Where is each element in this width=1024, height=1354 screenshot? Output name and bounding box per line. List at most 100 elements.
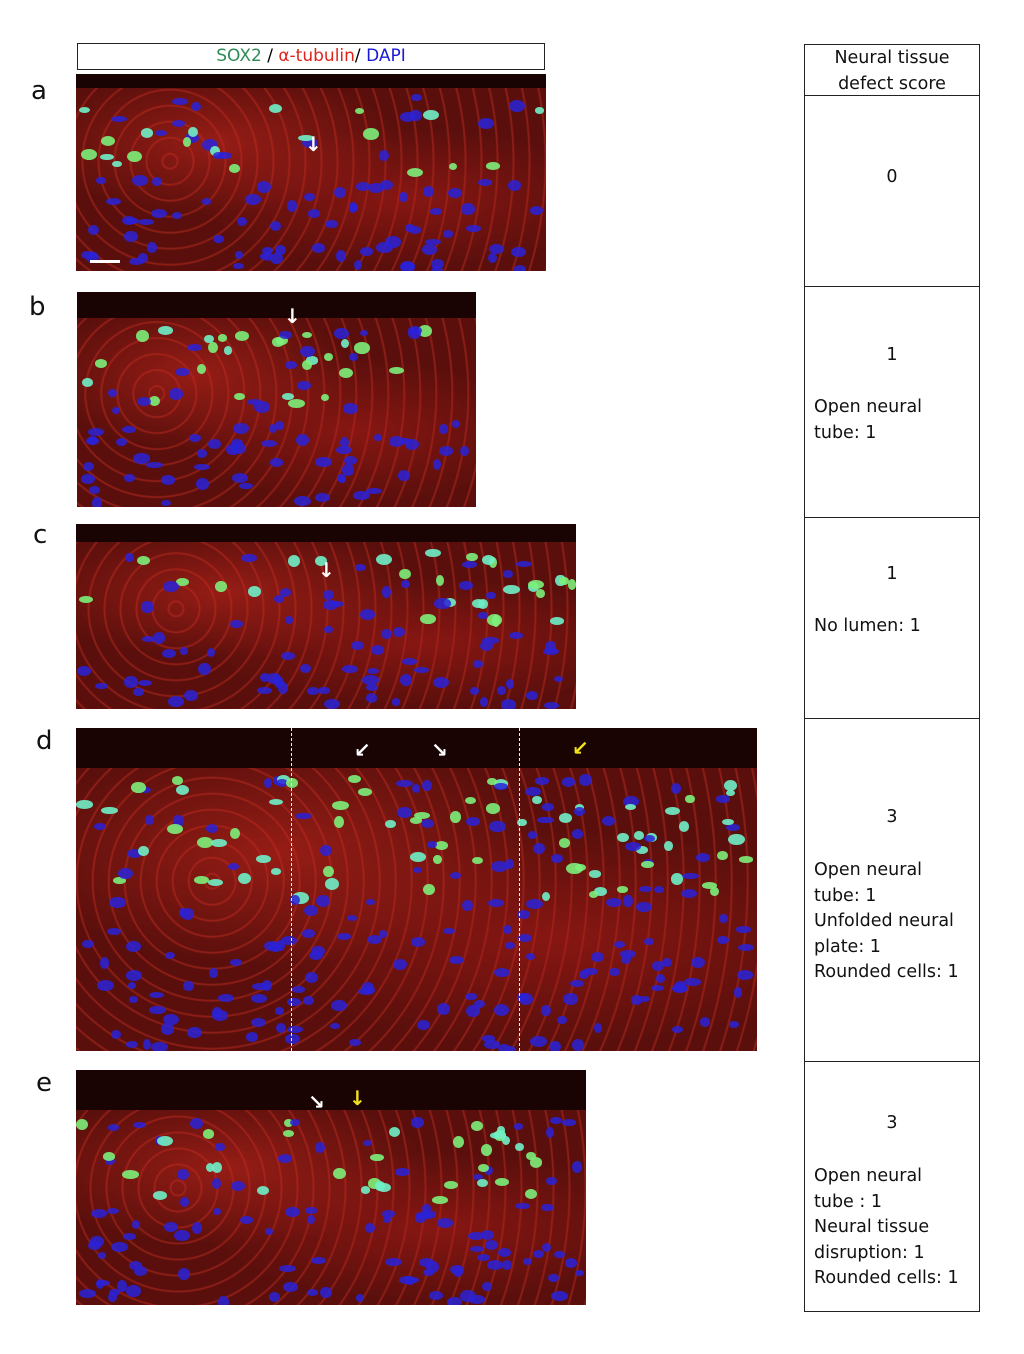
dapi-nucleus (256, 181, 271, 193)
dapi-nucleus (179, 1197, 190, 1208)
dapi-nucleus (551, 1291, 568, 1301)
dapi-nucleus (336, 249, 346, 262)
dapi-nucleus (480, 1230, 494, 1241)
dapi-nucleus (108, 1289, 121, 1296)
dapi-nucleus (541, 803, 555, 811)
dapi-nucleus (187, 344, 203, 351)
dapi-nucleus (427, 841, 438, 848)
dapi-nucleus (246, 1032, 259, 1042)
sox2-nucleus (112, 876, 126, 885)
dapi-nucleus (161, 1023, 175, 1035)
dapi-nucleus (230, 619, 243, 628)
dapi-nucleus (151, 1041, 169, 1051)
sox2-nucleus (315, 555, 327, 566)
dapi-nucleus (460, 446, 469, 457)
dapi-nucleus (426, 1260, 439, 1273)
dapi-nucleus (263, 778, 273, 788)
dapi-nucleus (90, 1209, 108, 1218)
sox2-nucleus (286, 778, 298, 789)
dapi-nucleus (172, 815, 185, 827)
sox2-nucleus (333, 1168, 346, 1180)
sox2-nucleus (229, 828, 240, 839)
dapi-nucleus (487, 1260, 503, 1270)
dapi-nucleus (212, 152, 224, 159)
dapi-nucleus (105, 198, 121, 206)
sox2-nucleus (422, 109, 439, 121)
dapi-nucleus (563, 993, 578, 1005)
dapi-nucleus (179, 646, 189, 656)
dapi-nucleus (608, 968, 620, 976)
arrow-icon: ↙ (572, 736, 589, 760)
dapi-nucleus (411, 783, 420, 794)
dapi-nucleus (431, 259, 445, 269)
dapi-nucleus (104, 1156, 116, 1166)
dapi-nucleus (621, 953, 631, 965)
dapi-nucleus (548, 1040, 562, 1051)
dapi-nucleus (488, 243, 505, 255)
dapi-nucleus (254, 401, 271, 413)
sox2-nucleus (269, 799, 283, 806)
dapi-nucleus (525, 952, 536, 961)
dapi-nucleus (116, 1280, 128, 1293)
sox2-nucleus (167, 823, 184, 835)
dapi-nucleus (334, 186, 347, 198)
legend-sox2: SOX2 (216, 46, 262, 66)
dapi-nucleus (428, 1291, 444, 1300)
dapi-nucleus (213, 234, 225, 244)
dapi-nucleus (352, 490, 370, 501)
dapi-nucleus (217, 994, 234, 1002)
dapi-nucleus (423, 1269, 434, 1277)
dapi-nucleus (275, 779, 288, 787)
dapi-nucleus (638, 995, 651, 1002)
defect-notes: Open neural tube: 1 Unfolded neural plat… (814, 860, 959, 982)
sox2-nucleus (723, 779, 738, 791)
sox2-nucleus (126, 151, 142, 163)
dapi-nucleus (452, 420, 461, 429)
dapi-nucleus (554, 1250, 566, 1259)
dapi-nucleus (315, 493, 330, 503)
dapi-nucleus (409, 110, 422, 122)
dapi-nucleus (129, 257, 144, 265)
dapi-nucleus (437, 1218, 453, 1228)
dapi-nucleus (359, 329, 369, 337)
dapi-nucleus (285, 1207, 301, 1218)
sox2-nucleus (268, 104, 282, 114)
dapi-nucleus (733, 987, 743, 998)
sox2-nucleus (194, 875, 209, 884)
dapi-nucleus (653, 886, 664, 894)
dapi-nucleus (273, 594, 285, 603)
dapi-nucleus (341, 464, 354, 476)
sox2-nucleus (333, 816, 344, 829)
dapi-nucleus (304, 192, 316, 202)
sox2-nucleus (237, 873, 251, 885)
sox2-nucleus (490, 1132, 506, 1139)
sox2-nucleus (100, 806, 118, 815)
dapi-nucleus (246, 398, 263, 406)
sox2-nucleus (739, 856, 754, 863)
dapi-nucleus (496, 685, 507, 695)
sox2-nucleus (209, 145, 220, 157)
sox2-nucleus (558, 576, 569, 586)
dapi-nucleus (305, 1207, 318, 1214)
sox2-nucleus (722, 818, 734, 826)
sox2-nucleus (287, 555, 300, 568)
dapi-nucleus (334, 327, 349, 339)
dapi-nucleus (331, 999, 347, 1011)
dapi-nucleus (494, 783, 508, 791)
sox2-nucleus (211, 838, 227, 848)
dapi-nucleus (443, 230, 454, 238)
dapi-nucleus (395, 1167, 410, 1177)
panel-label-e: e (36, 1068, 52, 1098)
dapi-nucleus (299, 345, 315, 357)
sox2-nucleus (406, 168, 424, 178)
dapi-nucleus (275, 1007, 285, 1015)
sox2-nucleus (501, 1135, 511, 1146)
dapi-nucleus (448, 955, 464, 964)
dapi-nucleus (355, 1294, 365, 1303)
dapi-nucleus (76, 665, 91, 676)
dapi-nucleus (149, 1005, 166, 1015)
dapi-nucleus (525, 690, 539, 700)
dapi-nucleus (411, 94, 422, 102)
dapi-nucleus (462, 900, 474, 912)
defect-notes: Open neural tube: 1 (814, 397, 923, 443)
